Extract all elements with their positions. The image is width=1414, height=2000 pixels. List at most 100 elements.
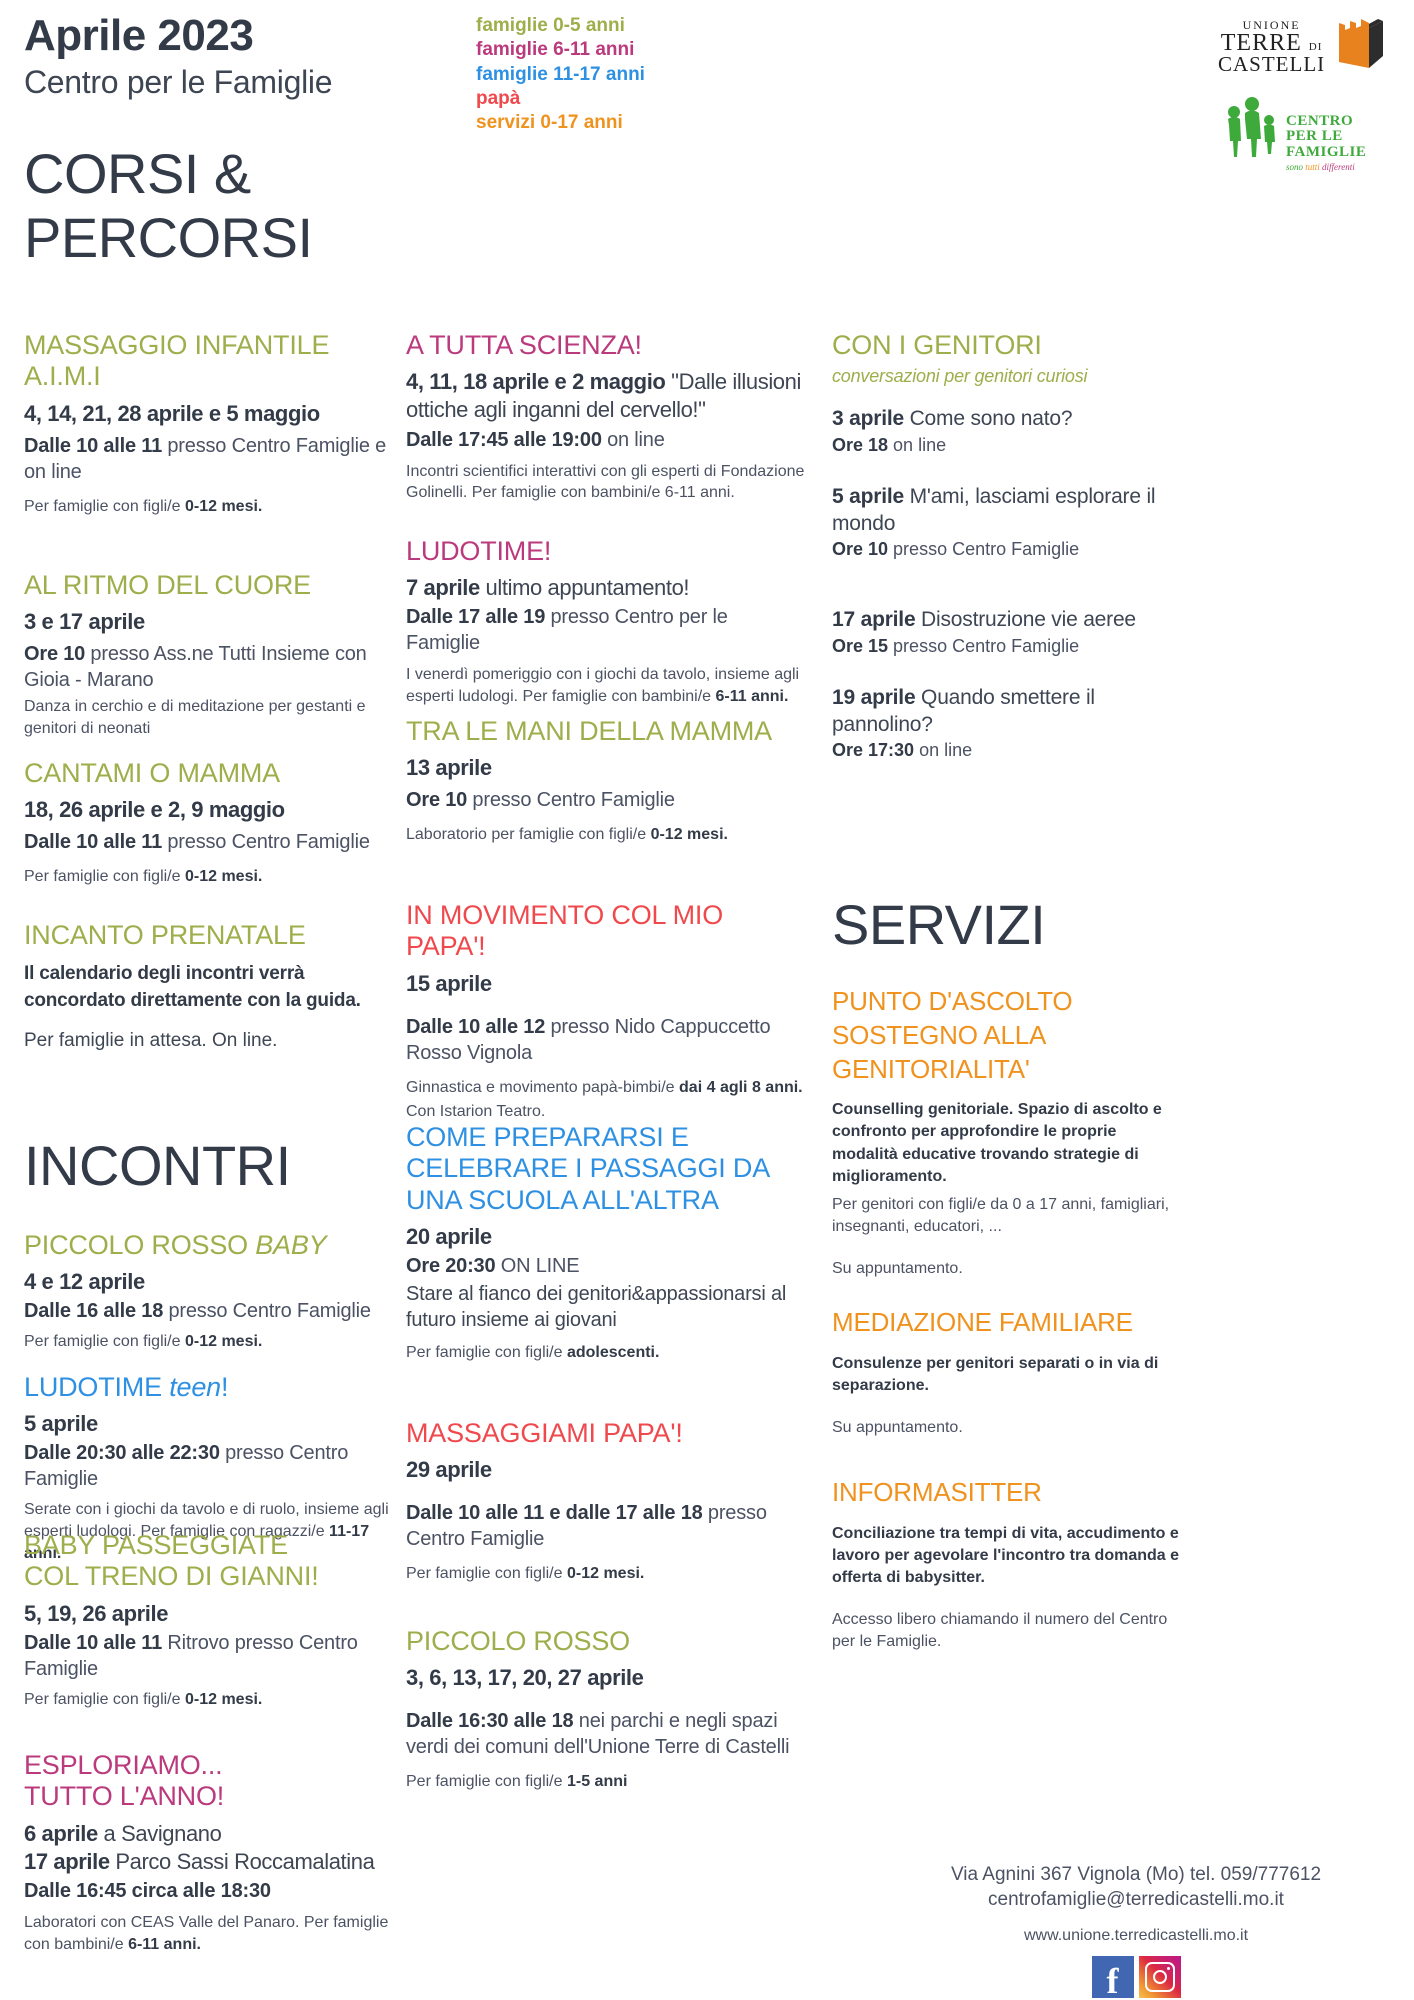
section-subtitle: conversazioni per genitori curiosi [832, 366, 1088, 387]
service-punto-dascolto: PUNTO D'ASCOLTO SOSTEGNO ALLA GENITORIAL… [832, 985, 1180, 1280]
event-note: Ginnastica e movimento papà-bimbi/e dai … [406, 1078, 803, 1096]
event-bold-paragraph: Il calendario degli incontri verrà conco… [24, 963, 361, 1011]
event-note: Laboratorio per famiglie con figli/e 0-1… [406, 826, 728, 844]
event-note: Per famiglie con figli/e 0-12 mesi. [24, 1690, 263, 1708]
event-description: Danza in cerchio e di meditazione per ge… [24, 698, 366, 738]
event-note: Laboratori con CEAS Valle del Panaro. Pe… [24, 1913, 389, 1953]
centro-logo-tagline: sono tutti differenti [1286, 161, 1355, 172]
event-title: MASSAGGIAMI PAPA'! [406, 1418, 683, 1448]
event-date: 3 e 17 aprile [24, 609, 145, 635]
unione-logo-text: UNIONE TERRE DI CASTELLI [1218, 18, 1326, 76]
service-mediazione-familiare: MEDIAZIONE FAMILIARE Consulenze per geni… [832, 1306, 1180, 1439]
service-appointment: Su appuntamento. [832, 1418, 963, 1436]
event-paragraph: Stare al fianco dei genitori&appassionar… [406, 1283, 787, 1332]
castle-icon [1331, 16, 1385, 79]
event-date-1: 6 aprile a Savignano [24, 1820, 222, 1846]
event-description: Incontri scientifici interattivi con gli… [406, 462, 805, 502]
header: Aprile 2023 Centro per le Famiglie [24, 11, 333, 101]
service-bold-text: Conciliazione tra tempi di vita, accudim… [832, 1524, 1180, 1586]
genitori-item-4: 19 aprile Quando smettere il pannolino? … [832, 685, 1095, 761]
section-heading-incontri: INCONTRI [24, 1134, 291, 1197]
event-location: Ore 10 presso Ass.ne Tutti Insieme con G… [24, 643, 367, 692]
genitori-item-2: 5 aprile M'ami, lasciami esplorare il mo… [832, 484, 1156, 560]
event-massaggiami-papa: MASSAGGIAMI PAPA'! 29 aprile Dalle 10 al… [406, 1418, 806, 1585]
service-bold-text: Consulenze per genitori separati o in vi… [832, 1354, 1159, 1394]
event-date-2: 17 aprile Parco Sassi Roccamalatina [24, 1848, 375, 1874]
service-title: MEDIAZIONE FAMILIARE [832, 1307, 1133, 1337]
event-note: Per famiglie con figli/e adolescenti. [406, 1344, 660, 1362]
event-note: Serate con i giochi da tavolo e di ruolo… [24, 1501, 389, 1562]
event-baby-passeggiate: BABY PASSEGGIATE COL TRENO DI GIANNI! 5,… [24, 1530, 396, 1710]
legend-item-0-5: famiglie 0-5 anni [476, 15, 625, 36]
service-informasitter: INFORMASITTER Conciliazione tra tempi di… [832, 1476, 1180, 1653]
event-in-movimento-col-mio-papa: IN MOVIMENTO COL MIO PAPA'! 15 aprile Da… [406, 900, 806, 1123]
event-paragraph: Per famiglie in attesa. On line. [24, 1029, 278, 1051]
event-incanto-prenatale: INCANTO PRENATALE Il calendario degli in… [24, 920, 396, 1053]
event-esploriamo: ESPLORIAMO... TUTTO L'ANNO! 6 aprile a S… [24, 1750, 396, 1955]
event-time: Dalle 17 alle 19 presso Centro per le Fa… [406, 606, 728, 655]
event-title: LUDOTIME! [406, 536, 552, 566]
event-date: 5 aprile [24, 1411, 98, 1437]
section-heading-servizi: SERVIZI [832, 893, 1046, 956]
column-1: CORSI & PERCORSI MASSAGGIO INFANTILE A.I… [24, 0, 396, 2000]
legend-item-servizi: servizi 0-17 anni [476, 112, 623, 134]
social-icons: f [920, 1956, 1352, 1999]
instagram-icon[interactable] [1138, 1956, 1181, 1999]
service-title: INFORMASITTER [832, 1477, 1042, 1507]
facebook-icon[interactable]: f [1091, 1956, 1134, 1999]
legend-item-11-17: famiglie 11-17 anni [476, 63, 645, 85]
centro-famiglie-logo: CENTRO PER LE FAMIGLIE sono tutti differ… [1222, 96, 1366, 173]
event-date: 7 aprile ultimo appuntamento! [406, 575, 690, 601]
section-title: CON I GENITORI [832, 330, 1042, 360]
page-subtitle: Centro per le Famiglie [24, 64, 333, 101]
event-description: Con Istarion Teatro. [406, 1103, 546, 1121]
event-location: Dalle 10 alle 12 presso Nido Cappuccetto… [406, 1015, 771, 1064]
event-location: Dalle 10 alle 11 Ritrovo presso Centro F… [24, 1631, 358, 1680]
event-tra-le-mani-della-mamma: TRA LE MANI DELLA MAMMA 13 aprile Ore 10… [406, 716, 806, 846]
service-text: Accesso libero chiamando il numero del C… [832, 1611, 1168, 1651]
event-title: ESPLORIAMO... TUTTO L'ANNO! [24, 1750, 225, 1812]
genitori-item-3: 17 aprile Disostruzione vie aeree Ore 15… [832, 608, 1136, 656]
event-massaggio-infantile: MASSAGGIO INFANTILE A.I.M.I 4, 14, 21, 2… [24, 330, 396, 517]
event-title: PICCOLO ROSSO BABY [24, 1230, 327, 1260]
event-note: Per famiglie con figli/e 0-12 mesi. [24, 497, 263, 515]
family-figures-icon [1222, 96, 1280, 173]
event-title: PICCOLO ROSSO [406, 1626, 630, 1656]
event-note: Per famiglie con figli/e 0-12 mesi. [24, 1333, 263, 1351]
service-bold-text: Counselling genitoriale. Spazio di ascol… [832, 1101, 1162, 1185]
event-a-tutta-scienza: A TUTTA SCIENZA! 4, 11, 18 aprile e 2 ma… [406, 330, 806, 504]
event-al-ritmo-del-cuore: AL RITMO DEL CUORE 3 e 17 aprile Ore 10 … [24, 570, 396, 740]
age-legend: famiglie 0-5 anni famiglie 6-11 anni fam… [476, 14, 645, 136]
event-note: I venerdì pomeriggio con i giochi da tav… [406, 666, 800, 706]
service-appointment: Su appuntamento. [832, 1259, 963, 1277]
event-date: 29 aprile [406, 1457, 492, 1483]
footer: Via Agnini 367 Vignola (Mo) tel. 059/777… [920, 1862, 1352, 1999]
event-title: COME PREPARARSI E CELEBRARE I PASSAGGI D… [406, 1122, 769, 1215]
footer-website: www.unione.terredicastelli.mo.it [1023, 1927, 1249, 1945]
unione-terre-di-castelli-logo: UNIONE TERRE DI CASTELLI [1218, 16, 1385, 79]
event-title: AL RITMO DEL CUORE [24, 570, 311, 600]
event-date: 4 e 12 aprile [24, 1269, 145, 1295]
event-note: Per famiglie con figli/e 1-5 anni [406, 1773, 628, 1791]
page-title: Aprile 2023 [24, 11, 254, 60]
footer-address: Via Agnini 367 Vignola (Mo) tel. 059/777… [950, 1864, 1322, 1885]
footer-email: centrofamiglie@terredicastelli.mo.it [988, 1889, 1284, 1911]
event-location: Ore 10 presso Centro Famiglie [406, 789, 675, 812]
event-date: 4, 11, 18 aprile e 2 maggio "Dalle illus… [406, 369, 801, 423]
event-title: A TUTTA SCIENZA! [406, 330, 642, 360]
section-heading-corsi-percorsi: CORSI & PERCORSI [24, 142, 313, 269]
event-title: INCANTO PRENATALE [24, 920, 306, 950]
event-location: Dalle 20:30 alle 22:30 presso Centro Fam… [24, 1442, 349, 1491]
event-time: Dalle 16:45 circa alle 18:30 [24, 1879, 271, 1902]
event-location: Dalle 16 alle 18 presso Centro Famiglie [24, 1300, 371, 1323]
event-title: LUDOTIME teen! [24, 1372, 229, 1402]
event-location: Dalle 10 alle 11 presso Centro Famiglie [24, 831, 370, 854]
event-note: Per famiglie con figli/e 0-12 mesi. [24, 868, 263, 886]
section-con-i-genitori: CON I GENITORI conversazioni per genitor… [832, 330, 1180, 761]
event-note: Per famiglie con figli/e 0-12 mesi. [406, 1565, 645, 1583]
event-date: 20 aprile [406, 1223, 492, 1249]
event-date: 13 aprile [406, 755, 492, 781]
event-piccolo-rosso-baby: PICCOLO ROSSO BABY 4 e 12 aprile Dalle 1… [24, 1230, 396, 1353]
service-title: PUNTO D'ASCOLTO SOSTEGNO ALLA GENITORIAL… [832, 986, 1073, 1084]
